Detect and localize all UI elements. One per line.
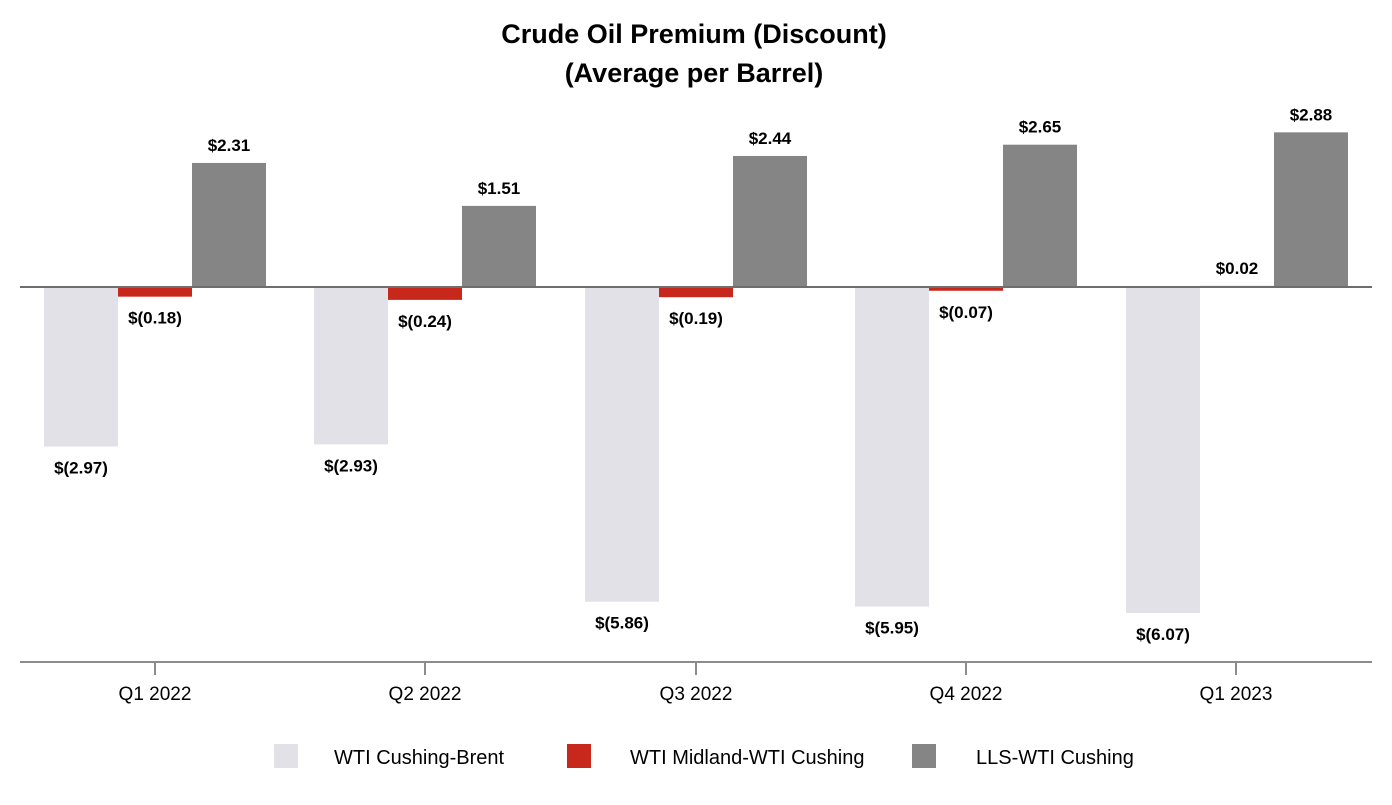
x-tick-label-q2-2022: Q2 2022 (389, 684, 462, 705)
bar-wti-cushing-brent-q4-2022 (855, 287, 929, 607)
x-tick-label-q3-2022: Q3 2022 (660, 684, 733, 705)
bar-wti-midland-wti-cushing-q2-2022 (388, 287, 462, 300)
data-labels-layer: $(2.97) $(2.93) $(5.86) $(5.95) $(6.07) $(0.1… (54, 105, 1332, 644)
data-label-wti-cushing-brent-q4-2022: $(5.95) (865, 619, 919, 638)
data-label-wti-midland-wti-cushing-q3-2022: $(0.19) (669, 309, 723, 328)
data-label-lls-wti-cushing-q3-2022: $2.44 (749, 129, 792, 148)
bar-wti-cushing-brent-q2-2022 (314, 287, 388, 445)
legend-swatch-lls-wti-cushing (912, 744, 936, 768)
data-label-wti-cushing-brent-q1-2023: $(6.07) (1136, 625, 1190, 644)
bar-lls-wti-cushing-q3-2022 (733, 155, 807, 287)
x-tick-label-q1-2022: Q1 2022 (119, 684, 192, 705)
bar-wti-cushing-brent-q1-2023 (1126, 287, 1200, 613)
data-label-wti-cushing-brent-q2-2022: $(2.93) (324, 456, 378, 475)
bar-lls-wti-cushing-q2-2022 (462, 205, 536, 287)
legend-label-lls-wti-cushing: LLS-WTI Cushing (976, 747, 1134, 769)
bar-wti-cushing-brent-q1-2022 (44, 287, 118, 447)
bar-wti-midland-wti-cushing-q1-2022 (118, 287, 192, 297)
axis-layer: Q1 2022 Q2 2022 Q3 2022 Q4 2022 Q1 2023 (20, 286, 1372, 705)
legend: WTI Cushing-Brent WTI Midland-WTI Cushing… (274, 744, 1134, 769)
bars-layer (44, 132, 1348, 613)
data-label-wti-midland-wti-cushing-q1-2022: $(0.18) (128, 309, 182, 328)
bar-wti-midland-wti-cushing-q4-2022 (929, 287, 1003, 291)
bar-lls-wti-cushing-q1-2022 (192, 162, 266, 287)
x-tick-label-q4-2022: Q4 2022 (930, 684, 1003, 705)
legend-swatch-wti-midland-wti-cushing (567, 744, 591, 768)
data-label-lls-wti-cushing-q1-2022: $2.31 (208, 136, 251, 155)
bar-lls-wti-cushing-q1-2023 (1274, 132, 1348, 287)
data-label-wti-cushing-brent-q3-2022: $(5.86) (595, 614, 649, 633)
chart-subtitle: (Average per Barrel) (565, 58, 824, 88)
chart-title: Crude Oil Premium (Discount) (501, 19, 887, 49)
bar-lls-wti-cushing-q4-2022 (1003, 144, 1077, 287)
data-label-wti-midland-wti-cushing-q2-2022: $(0.24) (398, 312, 452, 331)
x-tick-label-q1-2023: Q1 2023 (1200, 684, 1273, 705)
bar-wti-cushing-brent-q3-2022 (585, 287, 659, 602)
data-label-wti-cushing-brent-q1-2022: $(2.97) (54, 458, 108, 477)
legend-label-wti-cushing-brent: WTI Cushing-Brent (334, 747, 504, 769)
bar-wti-midland-wti-cushing-q3-2022 (659, 287, 733, 298)
legend-label-wti-midland-wti-cushing: WTI Midland-WTI Cushing (630, 747, 865, 769)
data-label-wti-midland-wti-cushing-q1-2023: $0.02 (1216, 259, 1259, 278)
data-label-lls-wti-cushing-q1-2023: $2.88 (1290, 105, 1333, 124)
data-label-lls-wti-cushing-q4-2022: $2.65 (1019, 118, 1062, 137)
legend-swatch-wti-cushing-brent (274, 744, 298, 768)
data-label-lls-wti-cushing-q2-2022: $1.51 (478, 179, 521, 198)
data-label-wti-midland-wti-cushing-q4-2022: $(0.07) (939, 303, 993, 322)
